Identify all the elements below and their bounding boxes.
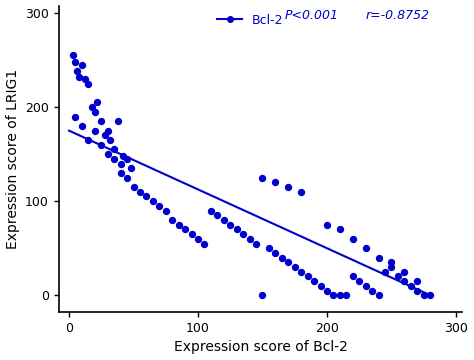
Point bbox=[323, 222, 331, 228]
Point bbox=[72, 114, 79, 120]
Point bbox=[162, 208, 170, 213]
Point bbox=[407, 283, 415, 289]
Point bbox=[101, 132, 109, 138]
Point bbox=[362, 283, 369, 289]
Point bbox=[388, 260, 395, 265]
Legend: Bcl-2: Bcl-2 bbox=[212, 9, 289, 32]
Point bbox=[375, 292, 383, 298]
Point bbox=[291, 264, 299, 270]
Point bbox=[117, 170, 124, 176]
Point bbox=[72, 59, 79, 65]
Point bbox=[297, 269, 305, 275]
Point bbox=[130, 184, 137, 190]
Point bbox=[89, 104, 96, 110]
Point bbox=[362, 245, 369, 251]
Point bbox=[420, 292, 428, 298]
Point bbox=[81, 76, 88, 82]
Text: r=-0.8752: r=-0.8752 bbox=[365, 9, 429, 22]
Point bbox=[239, 231, 247, 237]
Point bbox=[214, 212, 221, 218]
Point bbox=[149, 198, 156, 204]
Point bbox=[401, 278, 408, 284]
Point bbox=[78, 123, 86, 129]
Point bbox=[84, 81, 92, 86]
Point bbox=[323, 288, 331, 293]
Point bbox=[388, 264, 395, 270]
Point bbox=[259, 175, 266, 181]
Point bbox=[78, 62, 86, 68]
Point bbox=[168, 217, 176, 223]
Point bbox=[91, 128, 99, 134]
Point bbox=[91, 109, 99, 115]
Point bbox=[272, 180, 279, 185]
Point bbox=[349, 236, 356, 242]
Point bbox=[69, 53, 77, 58]
Point bbox=[110, 156, 118, 162]
Point bbox=[278, 255, 286, 261]
Point bbox=[426, 292, 434, 298]
Point bbox=[119, 153, 127, 159]
Point bbox=[317, 283, 324, 289]
Point bbox=[227, 222, 234, 228]
Point bbox=[73, 68, 81, 74]
Point bbox=[368, 288, 376, 293]
Point bbox=[84, 137, 92, 143]
Point bbox=[265, 245, 273, 251]
Point bbox=[336, 226, 344, 232]
Point bbox=[284, 260, 292, 265]
Point bbox=[123, 156, 131, 162]
Point bbox=[201, 240, 208, 246]
Point bbox=[127, 165, 135, 171]
Point bbox=[329, 292, 337, 298]
Point bbox=[143, 194, 150, 199]
Point bbox=[123, 175, 131, 181]
Point bbox=[310, 278, 318, 284]
Point bbox=[343, 292, 350, 298]
Point bbox=[104, 128, 111, 134]
Point bbox=[207, 208, 215, 213]
Point bbox=[304, 274, 311, 279]
Point bbox=[284, 184, 292, 190]
Point bbox=[413, 288, 421, 293]
Point bbox=[194, 236, 202, 242]
Point bbox=[259, 292, 266, 298]
Point bbox=[233, 226, 240, 232]
Point bbox=[104, 151, 111, 157]
Point bbox=[401, 269, 408, 275]
Point bbox=[98, 118, 105, 124]
Point bbox=[75, 74, 83, 80]
Point bbox=[220, 217, 228, 223]
Y-axis label: Expression score of LRIG1: Expression score of LRIG1 bbox=[6, 69, 19, 249]
Point bbox=[181, 226, 189, 232]
Point bbox=[394, 274, 401, 279]
Point bbox=[117, 161, 124, 166]
Point bbox=[356, 278, 363, 284]
Point bbox=[188, 231, 195, 237]
Point bbox=[375, 255, 383, 261]
Point bbox=[297, 189, 305, 195]
Point bbox=[93, 100, 101, 105]
Point bbox=[381, 269, 389, 275]
Point bbox=[272, 250, 279, 256]
Point bbox=[246, 236, 254, 242]
Point bbox=[107, 137, 114, 143]
Point bbox=[349, 274, 356, 279]
Point bbox=[252, 240, 260, 246]
Point bbox=[155, 203, 163, 209]
Point bbox=[98, 142, 105, 148]
Point bbox=[175, 222, 182, 228]
Point bbox=[114, 118, 122, 124]
Point bbox=[413, 278, 421, 284]
Point bbox=[336, 292, 344, 298]
X-axis label: Expression score of Bcl-2: Expression score of Bcl-2 bbox=[173, 341, 347, 355]
Text: P<0.001: P<0.001 bbox=[285, 9, 339, 22]
Point bbox=[136, 189, 144, 195]
Point bbox=[110, 147, 118, 152]
